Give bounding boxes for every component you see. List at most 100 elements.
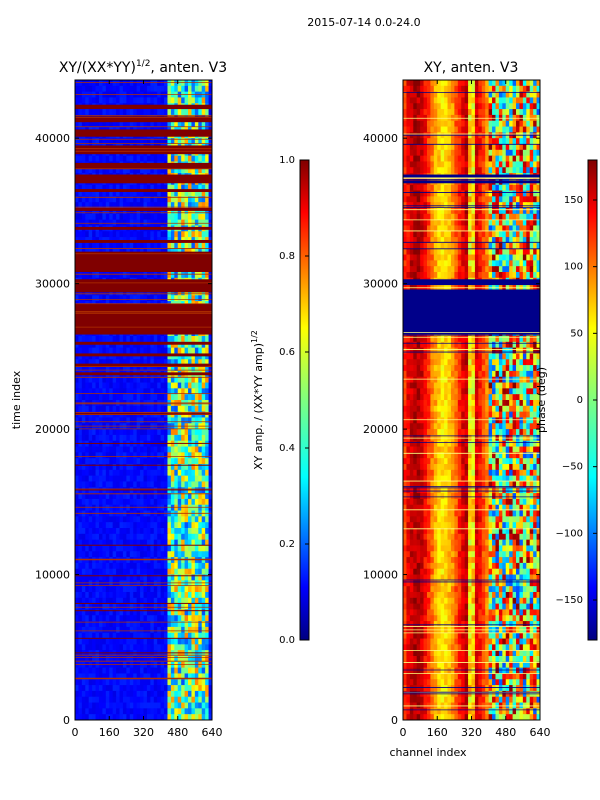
heatmap-cell xyxy=(174,219,179,227)
heatmap-cell xyxy=(160,516,165,523)
heatmap-cell xyxy=(208,80,212,87)
heatmap-cell xyxy=(95,458,100,465)
heatmap-cell xyxy=(112,661,117,669)
flagged-time-band xyxy=(75,116,212,123)
flagged-time-band xyxy=(75,610,212,612)
heatmap-cell xyxy=(167,533,172,541)
heatmap-cell xyxy=(95,510,100,517)
heatmap-cell xyxy=(102,219,107,227)
heatmap-cell xyxy=(478,126,483,133)
heatmap-cell xyxy=(95,656,100,663)
heatmap-cell xyxy=(75,638,80,645)
heatmap-cell xyxy=(98,336,103,343)
heatmap-cell xyxy=(102,109,107,116)
heatmap-cell xyxy=(140,155,145,163)
heatmap-cell xyxy=(75,545,80,552)
heatmap-cell xyxy=(505,126,510,133)
heatmap-cell xyxy=(164,539,169,547)
heatmap-cell xyxy=(78,632,83,640)
heatmap-cell xyxy=(109,690,114,698)
heatmap-cell xyxy=(75,138,80,145)
heatmap-cell xyxy=(116,638,121,645)
heatmap-cell xyxy=(126,597,131,605)
heatmap-cell xyxy=(177,382,182,389)
heatmap-cell xyxy=(191,661,196,669)
heatmap-cell xyxy=(112,97,117,104)
heatmap-cell xyxy=(201,493,206,500)
heatmap-cell xyxy=(485,80,490,87)
heatmap-cell xyxy=(188,405,193,413)
heatmap-cell xyxy=(164,568,169,576)
heatmap-cell xyxy=(88,638,93,645)
heatmap-cell xyxy=(102,685,107,692)
heatmap-cell xyxy=(177,120,182,128)
heatmap-cell xyxy=(198,85,203,93)
heatmap-cell xyxy=(116,714,121,720)
heatmap-cell xyxy=(150,696,155,704)
heatmap-cell xyxy=(170,458,175,465)
heatmap-cell xyxy=(116,464,121,471)
heatmap-cell xyxy=(409,120,414,128)
heatmap-cell xyxy=(205,545,210,552)
heatmap-cell xyxy=(170,603,175,611)
heatmap-cell xyxy=(208,557,212,564)
heatmap-cell xyxy=(112,405,117,413)
heatmap-cell xyxy=(98,469,103,477)
heatmap-cell xyxy=(75,289,80,296)
heatmap-cell xyxy=(181,231,186,238)
heatmap-cell xyxy=(78,138,83,145)
heatmap-cell xyxy=(126,522,131,529)
heatmap-cell xyxy=(116,120,121,128)
heatmap-cell xyxy=(122,80,127,87)
heatmap-cell xyxy=(170,487,175,494)
heatmap-cell xyxy=(509,120,514,128)
heatmap-cell xyxy=(509,109,514,116)
heatmap-cell xyxy=(75,196,80,203)
heatmap-cell xyxy=(198,452,203,459)
phase-panel-title: XY, anten. V3 xyxy=(424,60,519,76)
heatmap-cell xyxy=(170,97,175,104)
heatmap-cell xyxy=(423,144,428,151)
heatmap-cell xyxy=(157,213,162,221)
heatmap-cell xyxy=(102,609,107,616)
heatmap-cell xyxy=(146,615,151,622)
heatmap-cell xyxy=(85,219,90,227)
heatmap-cell xyxy=(188,621,193,628)
heatmap-cell xyxy=(126,667,131,675)
heatmap-cell xyxy=(146,219,151,227)
heatmap-cell xyxy=(174,638,179,645)
heatmap-cell xyxy=(153,289,158,296)
heatmap-cell xyxy=(95,429,100,436)
heatmap-cell xyxy=(126,539,131,547)
heatmap-cell xyxy=(160,376,165,384)
heatmap-cell xyxy=(88,696,93,704)
heatmap-cell xyxy=(170,528,175,535)
heatmap-cell xyxy=(133,685,138,692)
heatmap-cell xyxy=(75,242,80,250)
heatmap-cell xyxy=(143,568,148,576)
heatmap-cell xyxy=(485,138,490,145)
heatmap-cell xyxy=(205,85,210,93)
heatmap-cell xyxy=(170,429,175,436)
heatmap-cell xyxy=(119,452,124,459)
heatmap-cell xyxy=(498,80,503,87)
heatmap-cell xyxy=(88,469,93,477)
heatmap-cell xyxy=(146,679,151,686)
heatmap-cell xyxy=(481,126,486,133)
heatmap-cell xyxy=(140,120,145,128)
heatmap-cell xyxy=(488,138,493,145)
heatmap-cell xyxy=(75,522,80,529)
heatmap-cell xyxy=(119,289,124,296)
heatmap-cell xyxy=(201,696,206,704)
heatmap-cell xyxy=(430,109,435,116)
heatmap-cell xyxy=(205,440,210,448)
heatmap-cell xyxy=(164,615,169,622)
heatmap-cell xyxy=(136,109,141,116)
heatmap-cell xyxy=(112,504,117,512)
heatmap-cell xyxy=(143,219,148,227)
heatmap-cell xyxy=(146,469,151,477)
heatmap-cell xyxy=(88,679,93,686)
heatmap-cell xyxy=(98,568,103,576)
heatmap-cell xyxy=(81,516,86,523)
heatmap-cell xyxy=(406,103,411,110)
